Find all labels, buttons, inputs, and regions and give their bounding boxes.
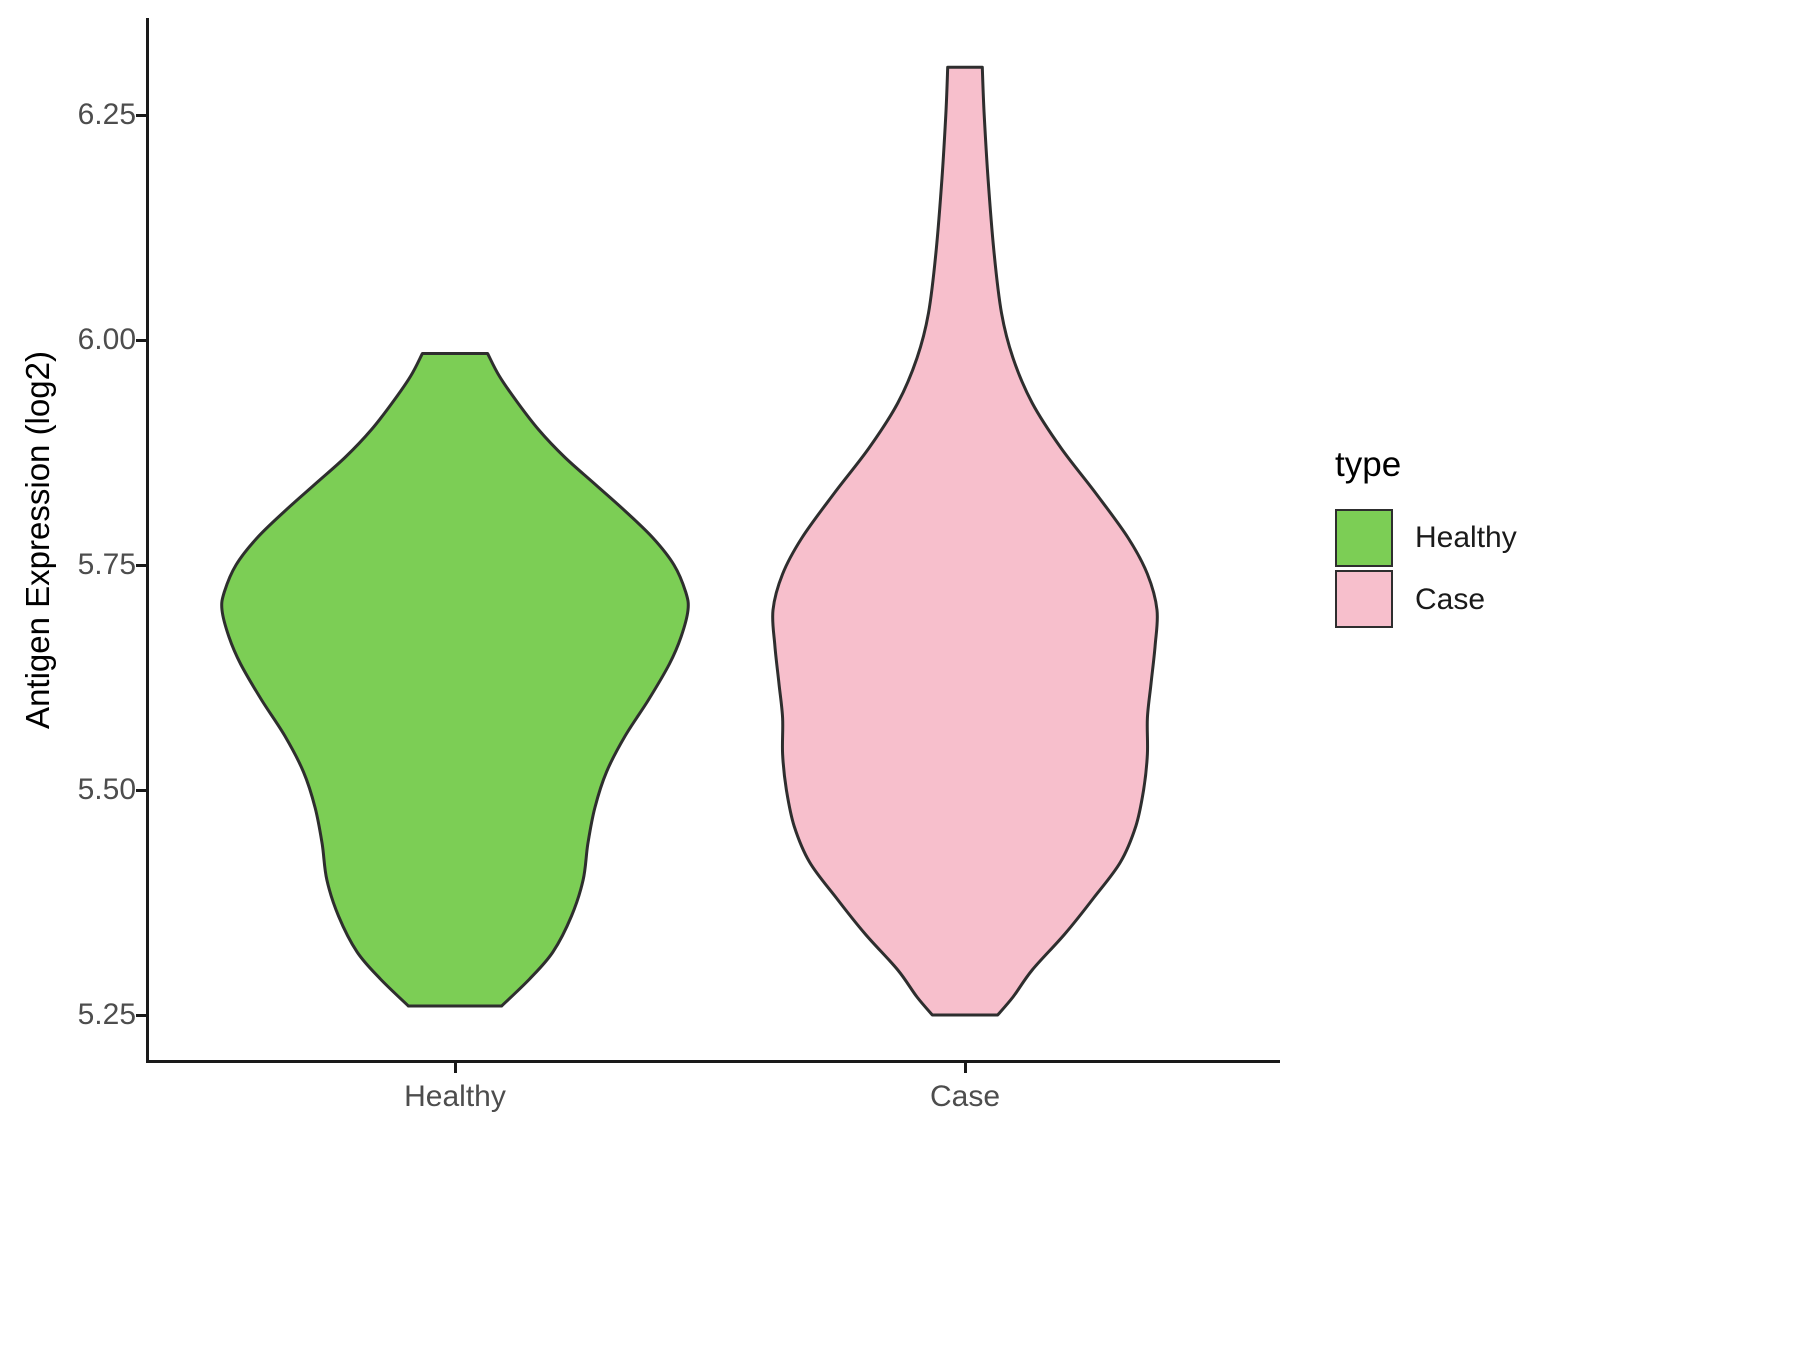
legend-item-healthy: Healthy [1335, 507, 1517, 569]
violin-case [771, 65, 1159, 1017]
legend-label-case: Case [1415, 583, 1486, 616]
y-axis-line [146, 18, 149, 1063]
y-tick-mark [136, 563, 146, 567]
legend: type Healthy Case [1335, 445, 1517, 631]
y-tick-mark [136, 788, 146, 792]
legend-swatch-healthy [1335, 509, 1393, 567]
x-category-label-case: Case [929, 1080, 1001, 1113]
legend-label-healthy: Healthy [1415, 521, 1517, 554]
x-tick-mark [453, 1063, 457, 1073]
y-tick-label: 6.25 [77, 98, 136, 131]
y-axis-title: Antigen Expression (log2) [19, 351, 56, 729]
legend-swatch-case [1335, 569, 1393, 628]
x-axis-line [146, 1060, 1280, 1063]
y-tick-label: 6.00 [77, 323, 136, 356]
y-tick-label: 5.25 [77, 998, 136, 1031]
legend-title: type [1335, 445, 1402, 484]
y-tick-mark [136, 113, 146, 117]
y-tick-label: 5.75 [77, 548, 136, 581]
y-tick-label: 5.50 [77, 773, 136, 806]
y-tick-mark [136, 338, 146, 342]
legend-item-case: Case [1335, 569, 1517, 631]
x-category-label-healthy: Healthy [404, 1080, 506, 1113]
x-tick-mark [963, 1063, 967, 1073]
y-tick-mark [136, 1013, 146, 1017]
violin-healthy [220, 352, 690, 1008]
